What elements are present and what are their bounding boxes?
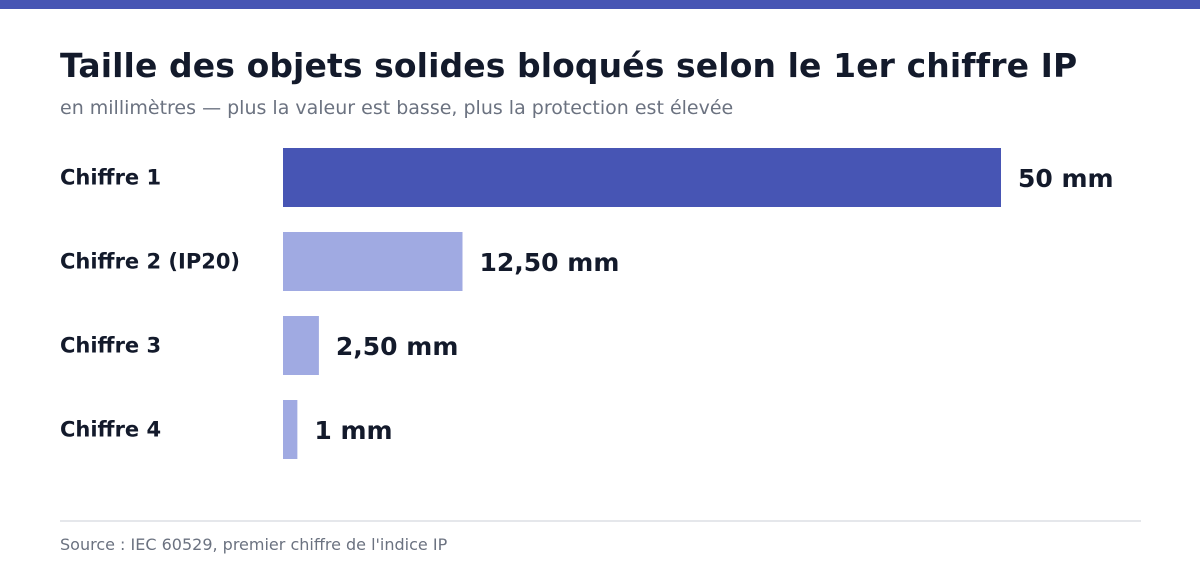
value-label: 12,50 mm (480, 248, 620, 277)
source-note: Source : IEC 60529, premier chiffre de l… (60, 535, 448, 554)
bar (283, 232, 463, 291)
top-accent-bar (0, 0, 1200, 9)
category-label: Chiffre 1 (60, 166, 161, 190)
footer-divider (60, 520, 1141, 522)
category-label: Chiffre 2 (IP20) (60, 250, 240, 274)
category-label: Chiffre 3 (60, 334, 161, 358)
bar (283, 148, 1001, 207)
bar (283, 316, 319, 375)
chart-subtitle: en millimètres — plus la valeur est bass… (60, 97, 734, 119)
chart-title: Taille des objets solides bloqués selon … (60, 46, 1078, 85)
bar (283, 400, 298, 459)
category-label: Chiffre 4 (60, 418, 161, 442)
value-label: 50 mm (1018, 164, 1114, 193)
value-label: 2,50 mm (336, 332, 459, 361)
value-label: 1 mm (314, 416, 392, 445)
